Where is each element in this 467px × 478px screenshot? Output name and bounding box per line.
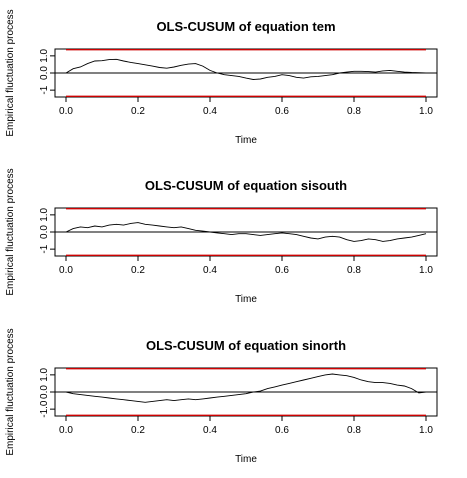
x-tick-label: 0.0 xyxy=(59,106,73,117)
y-axis-label: Empirical fluctuation process xyxy=(5,168,16,295)
fluctuation-process-line xyxy=(65,58,427,80)
x-tick-label: 1.0 xyxy=(419,106,433,117)
x-tick-label: 0.8 xyxy=(347,106,361,117)
x-tick-label: 1.0 xyxy=(419,425,433,436)
panel-sinorth: OLS-CUSUM of equation sinorth Empirical … xyxy=(5,328,438,465)
x-axis-label: Time xyxy=(235,454,257,465)
x-tick-label: 0.6 xyxy=(275,265,289,276)
x-tick-label: 1.0 xyxy=(419,265,433,276)
x-axis-label: Time xyxy=(235,135,257,146)
y-tick-label: 0.0 xyxy=(39,385,50,399)
x-tick-label: 0.0 xyxy=(59,425,73,436)
chart-title: OLS-CUSUM of equation sisouth xyxy=(145,178,347,193)
y-axis-label: Empirical fluctuation process xyxy=(5,328,16,455)
x-tick-label: 0.6 xyxy=(275,106,289,117)
fluctuation-process-line xyxy=(65,222,427,242)
chart-title: OLS-CUSUM of equation tem xyxy=(156,19,335,34)
x-tick-label: 0.2 xyxy=(131,106,145,117)
y-tick-label: -1.0 xyxy=(39,400,50,418)
x-axis-label: Time xyxy=(235,294,257,305)
fluctuation-process-line xyxy=(65,373,427,403)
chart-title: OLS-CUSUM of equation sinorth xyxy=(146,338,346,353)
panel-tem: OLS-CUSUM of equation tem Empirical fluc… xyxy=(5,9,438,146)
x-tick-label: 0.8 xyxy=(347,425,361,436)
x-tick-label: 0.2 xyxy=(131,265,145,276)
x-tick-label: 0.4 xyxy=(203,265,217,276)
x-tick-label: 0.8 xyxy=(347,265,361,276)
y-tick-label: 0.0 xyxy=(39,225,50,239)
x-tick-label: 0.4 xyxy=(203,425,217,436)
y-tick-label: -1 xyxy=(39,85,50,94)
y-tick-label: 1.0 xyxy=(39,207,50,221)
panel-sisouth: OLS-CUSUM of equation sisouth Empirical … xyxy=(5,168,438,305)
y-tick-label: 1.0 xyxy=(39,48,50,62)
y-tick-label: 1.0 xyxy=(39,367,50,381)
y-axis-label: Empirical fluctuation process xyxy=(5,9,16,136)
y-tick-label: 0.0 xyxy=(39,66,50,80)
x-tick-label: 0.2 xyxy=(131,425,145,436)
y-tick-label: -1 xyxy=(39,244,50,253)
x-tick-label: 0.6 xyxy=(275,425,289,436)
x-tick-label: 0.4 xyxy=(203,106,217,117)
x-tick-label: 0.0 xyxy=(59,265,73,276)
